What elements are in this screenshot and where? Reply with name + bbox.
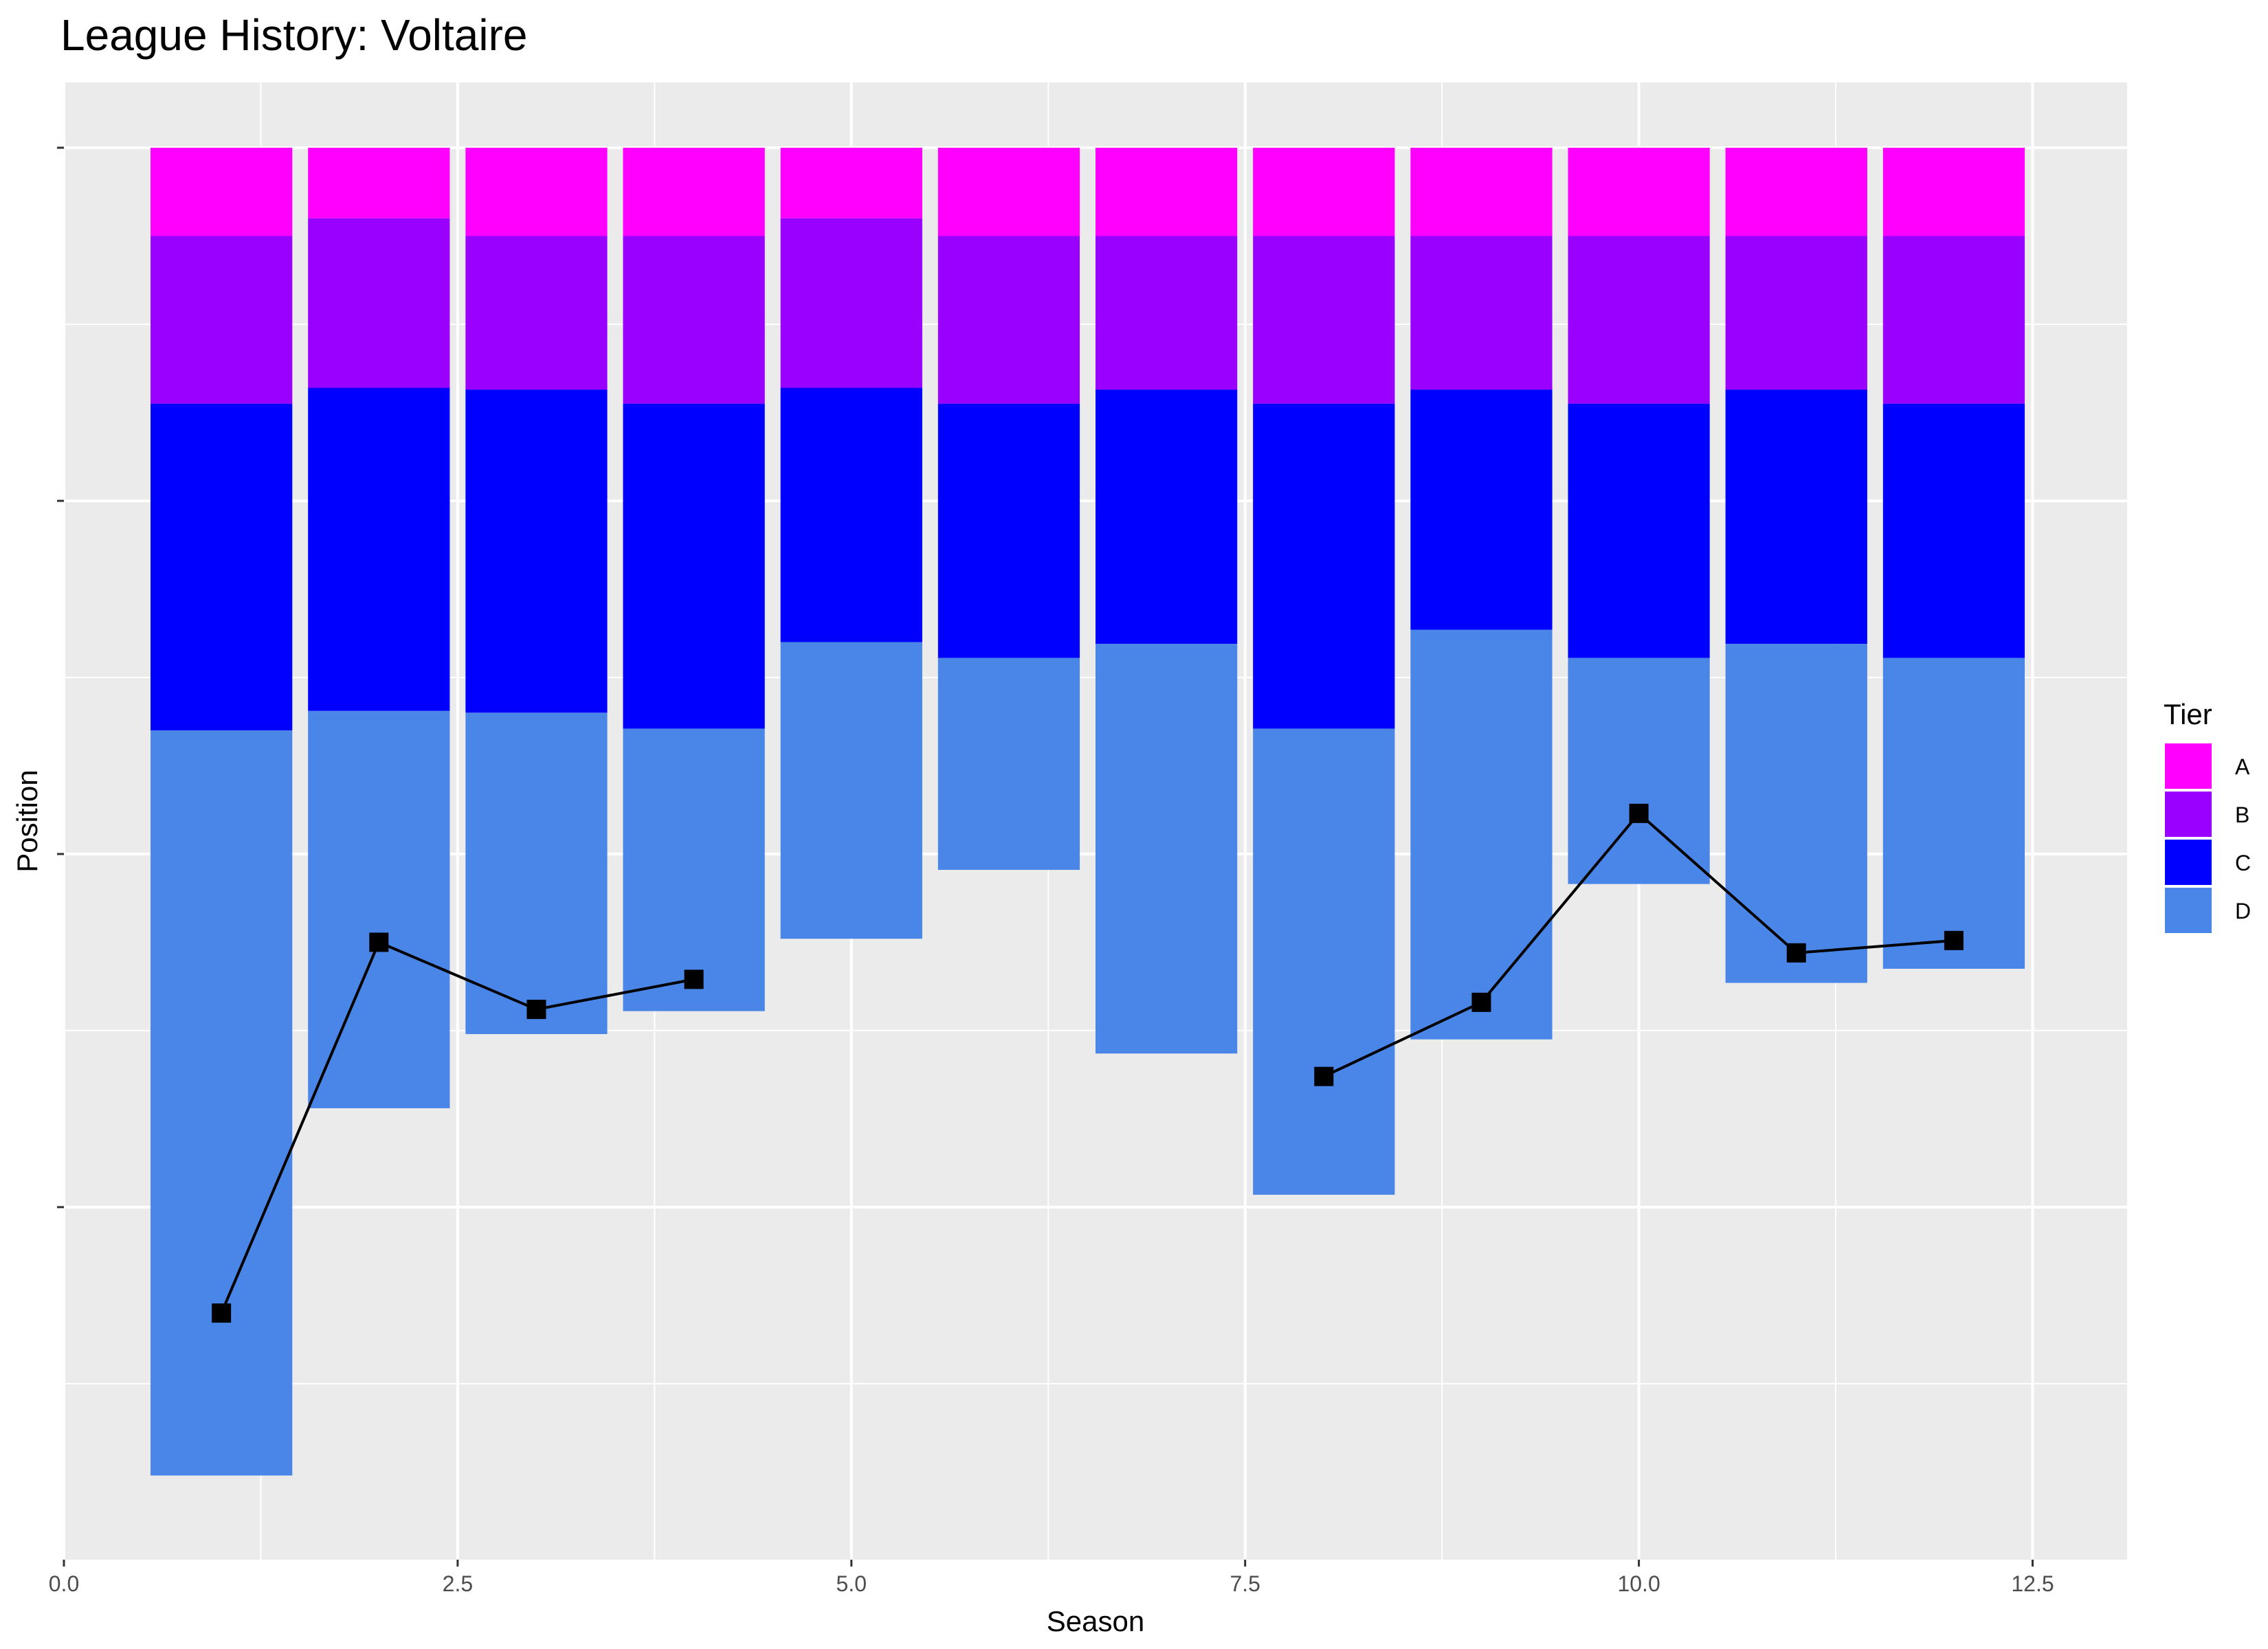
bar-season-3-tier-a: [465, 148, 608, 236]
bar-season-10-tier-a: [1568, 148, 1710, 236]
chart-title: League History: Voltaire: [60, 10, 528, 60]
legend-title: Tier: [2164, 698, 2212, 730]
bar-season-11-tier-d: [1725, 644, 1867, 983]
y-axis-title: Position: [11, 770, 43, 872]
bar-season-6-tier-c: [937, 403, 1080, 658]
bar-season-9-tier-b: [1410, 236, 1553, 390]
x-tick-label: 12.5: [2011, 1571, 2054, 1596]
bar-season-4-tier-d: [623, 728, 765, 1011]
bar-season-12-tier-d: [1882, 658, 2025, 969]
bar-season-7-tier-c: [1096, 390, 1238, 644]
x-tick-label: 0.0: [49, 1571, 79, 1596]
bar-season-7-tier-a: [1096, 148, 1238, 236]
position-point-season-1: [212, 1303, 232, 1323]
bar-season-9-tier-a: [1410, 148, 1553, 236]
legend-key-d: [2165, 888, 2212, 933]
bar-season-6-tier-a: [937, 148, 1080, 236]
bar-season-8-tier-a: [1253, 148, 1395, 236]
position-point-season-8: [1314, 1066, 1334, 1086]
bar-season-9-tier-c: [1410, 390, 1553, 630]
position-line-segment: [220, 940, 695, 1314]
position-point-season-12: [1944, 930, 1964, 950]
bar-season-12-tier-a: [1882, 148, 2025, 236]
legend-key-c: [2165, 840, 2212, 885]
position-point-season-9: [1471, 992, 1491, 1012]
bar-season-2-tier-b: [308, 218, 450, 388]
bar-season-5-tier-c: [780, 388, 922, 642]
bar-season-4-tier-b: [623, 236, 765, 404]
bar-season-6-tier-b: [937, 236, 1080, 404]
legend-label-d: D: [2235, 899, 2251, 923]
bar-season-10-tier-b: [1568, 236, 1710, 404]
bar-season-11-tier-a: [1725, 148, 1867, 236]
bar-season-8-tier-b: [1253, 236, 1395, 404]
legend-key-b: [2165, 792, 2212, 837]
bar-season-2-tier-a: [308, 148, 450, 218]
bar-season-8-tier-c: [1253, 403, 1395, 729]
legend-key-a: [2165, 743, 2212, 789]
bar-season-3-tier-d: [465, 713, 608, 1035]
position-point-season-11: [1786, 943, 1806, 963]
bar-season-1-tier-c: [151, 403, 293, 731]
bar-season-2-tier-d: [308, 710, 450, 1108]
x-tick-label: 5.0: [836, 1571, 867, 1596]
position-point-season-3: [526, 1000, 546, 1020]
bar-season-1-tier-a: [151, 148, 293, 236]
bar-season-7-tier-b: [1096, 236, 1238, 390]
legend-label-c: C: [2235, 851, 2251, 875]
position-point-season-2: [369, 932, 389, 952]
position-point-season-10: [1629, 803, 1649, 823]
x-tick-label: 10.0: [1617, 1571, 1660, 1596]
x-tick-label: 7.5: [1230, 1571, 1260, 1596]
bar-season-5-tier-a: [780, 148, 922, 218]
legend-label-b: B: [2235, 803, 2249, 827]
bar-season-6-tier-d: [937, 658, 1080, 871]
bar-season-9-tier-d: [1410, 629, 1553, 1040]
bar-season-1-tier-b: [151, 236, 293, 404]
bar-season-11-tier-b: [1725, 236, 1867, 390]
bar-season-4-tier-c: [623, 403, 765, 729]
position-point-season-4: [684, 969, 704, 989]
bar-season-10-tier-c: [1568, 403, 1710, 658]
bar-season-12-tier-b: [1882, 236, 2025, 404]
x-axis-title: Season: [1047, 1605, 1144, 1637]
bar-season-3-tier-b: [465, 236, 608, 390]
x-tick-label: 2.5: [443, 1571, 473, 1596]
bar-season-10-tier-d: [1568, 658, 1710, 884]
bar-season-5-tier-d: [780, 642, 922, 939]
bar-season-12-tier-c: [1882, 403, 2025, 658]
bar-season-5-tier-b: [780, 218, 922, 388]
bar-season-1-tier-d: [151, 730, 293, 1476]
bar-season-4-tier-a: [623, 148, 765, 236]
bar-season-11-tier-c: [1725, 390, 1867, 644]
legend-label-a: A: [2235, 754, 2250, 779]
bar-season-8-tier-d: [1253, 728, 1395, 1195]
bar-season-2-tier-c: [308, 388, 450, 711]
bar-season-7-tier-d: [1096, 644, 1238, 1054]
bar-season-3-tier-c: [465, 390, 608, 713]
